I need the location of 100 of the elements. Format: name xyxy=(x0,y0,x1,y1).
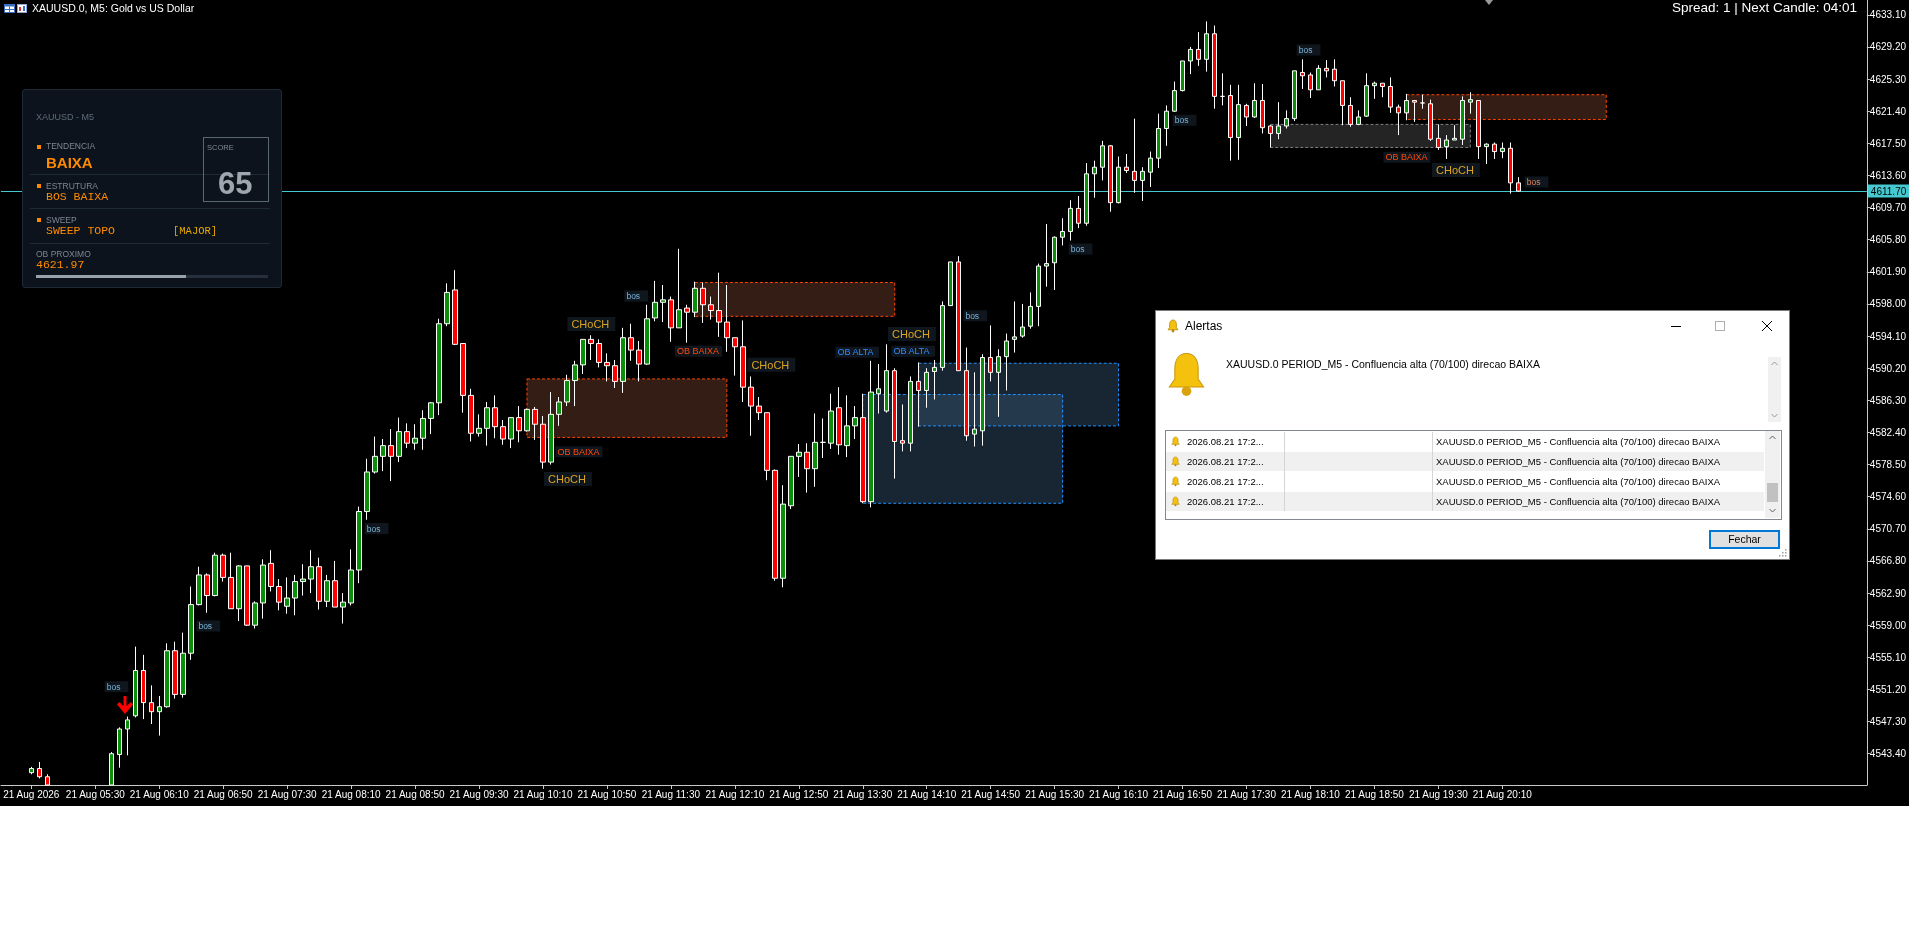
candlestick xyxy=(1244,103,1249,127)
candlestick xyxy=(452,269,458,346)
candlestick xyxy=(500,419,506,446)
candlestick xyxy=(1036,263,1041,327)
candlestick xyxy=(948,261,953,307)
y-tick-label: 4625.30 xyxy=(1869,73,1907,85)
candlestick xyxy=(828,393,834,450)
x-tick-label: 21 Aug 12:50 xyxy=(769,788,829,800)
candlestick xyxy=(1020,303,1025,339)
candlestick xyxy=(476,413,482,438)
button: Fechar xyxy=(1709,530,1780,549)
candlestick xyxy=(884,343,889,414)
candlestick xyxy=(508,417,514,449)
annotation: TENDENCIA xyxy=(46,141,96,151)
candlestick xyxy=(220,553,226,583)
x-tick-label: 21 Aug 13:30 xyxy=(833,788,893,800)
annotation: 65 xyxy=(218,166,253,201)
candlestick xyxy=(636,340,642,382)
candlestick xyxy=(460,342,466,414)
annotation: bos xyxy=(106,681,121,692)
candlestick xyxy=(484,401,490,447)
x-tick-label: 21 Aug 19:30 xyxy=(1408,788,1469,800)
candlestick xyxy=(612,359,618,389)
candlestick xyxy=(620,327,626,394)
candlestick xyxy=(1124,153,1129,174)
candlestick xyxy=(1076,195,1081,229)
annotation: bos xyxy=(366,523,381,534)
candlestick xyxy=(1228,84,1233,162)
candlestick xyxy=(1508,142,1513,195)
candlestick xyxy=(1468,91,1473,115)
candlestick xyxy=(109,751,114,786)
candlestick xyxy=(324,574,330,608)
candlestick xyxy=(540,415,546,470)
x-tick-label: 21 Aug 14:50 xyxy=(961,788,1021,800)
candlestick xyxy=(164,642,170,709)
candlestick xyxy=(1436,123,1441,151)
candlestick xyxy=(1180,60,1185,92)
candlestick xyxy=(1188,46,1193,75)
y-tick-label: 4594.10 xyxy=(1869,330,1907,342)
y-tick-label: 4609.70 xyxy=(1869,202,1907,214)
candlestick xyxy=(732,337,738,377)
candlestick xyxy=(1212,25,1217,110)
candlestick xyxy=(356,506,362,584)
candlestick xyxy=(468,388,474,443)
y-tick-label: 4605.80 xyxy=(1869,234,1907,246)
candlestick xyxy=(1428,99,1433,142)
annotation: CHoCH xyxy=(548,473,586,485)
annotation: BOS BAIXA xyxy=(46,190,109,203)
candlestick xyxy=(1220,72,1225,106)
annotation: 4621.97 xyxy=(36,258,85,271)
annotation: 2026.08.21 17:2... xyxy=(1187,496,1264,507)
annotation: CHoCH xyxy=(1436,164,1474,176)
annotation: CHoCH xyxy=(751,358,790,371)
x-tick-label: 21 Aug 08:10 xyxy=(321,788,382,800)
annotation: bos xyxy=(198,621,213,631)
candlestick xyxy=(300,563,306,597)
candlestick xyxy=(1356,109,1361,126)
candlestick xyxy=(644,304,650,366)
candlestick xyxy=(308,549,314,594)
candlestick xyxy=(836,386,842,456)
candlestick xyxy=(1388,76,1393,114)
candlestick xyxy=(1412,99,1417,123)
candlestick xyxy=(1108,144,1113,213)
candlestick xyxy=(252,600,258,629)
annotation: CHoCH xyxy=(892,328,930,340)
candlestick xyxy=(588,334,594,361)
annotation: OB PROXIMO xyxy=(36,249,91,259)
annotation: Spread: 1 | Next Candle: 04:01 xyxy=(1671,0,1857,15)
candlestick xyxy=(1396,104,1401,136)
candlestick xyxy=(868,360,874,508)
candlestick xyxy=(1516,176,1521,193)
candlestick xyxy=(204,572,210,614)
annotation: XAUUSD.0 PERIOD_M5 - Confluencia alta (70/100) direcao BAIXA xyxy=(1226,358,1540,370)
y-tick-label: 4582.40 xyxy=(1869,426,1907,438)
y-tick-label: 4543.40 xyxy=(1869,748,1907,760)
y-tick-label: 4559.00 xyxy=(1869,619,1907,631)
candlestick xyxy=(1268,124,1273,148)
x-tick-label: 21 Aug 20:10 xyxy=(1472,788,1533,800)
candlestick xyxy=(348,548,354,606)
candlestick xyxy=(1284,109,1289,129)
candlestick xyxy=(716,272,722,338)
annotation: bos xyxy=(1298,45,1313,55)
annotation: bos xyxy=(1526,177,1541,187)
annotation: Alertas xyxy=(1185,319,1223,333)
candlestick xyxy=(364,458,370,521)
candlestick xyxy=(1044,223,1049,288)
candlestick xyxy=(788,455,794,510)
x-tick-label: 21 Aug 18:10 xyxy=(1280,788,1341,800)
candlestick xyxy=(1148,151,1153,188)
candlestick xyxy=(428,401,434,435)
y-tick-label: 4547.30 xyxy=(1869,716,1907,728)
candlestick xyxy=(133,646,138,718)
y-tick-label: 4562.90 xyxy=(1869,587,1907,599)
y-tick-label: 4598.00 xyxy=(1869,298,1907,310)
candlestick xyxy=(748,375,754,437)
candlestick xyxy=(1140,166,1145,202)
candlestick xyxy=(1156,113,1161,169)
candlestick xyxy=(772,469,778,582)
y-tick-label: 4566.80 xyxy=(1869,555,1907,567)
candlestick xyxy=(1052,235,1057,291)
